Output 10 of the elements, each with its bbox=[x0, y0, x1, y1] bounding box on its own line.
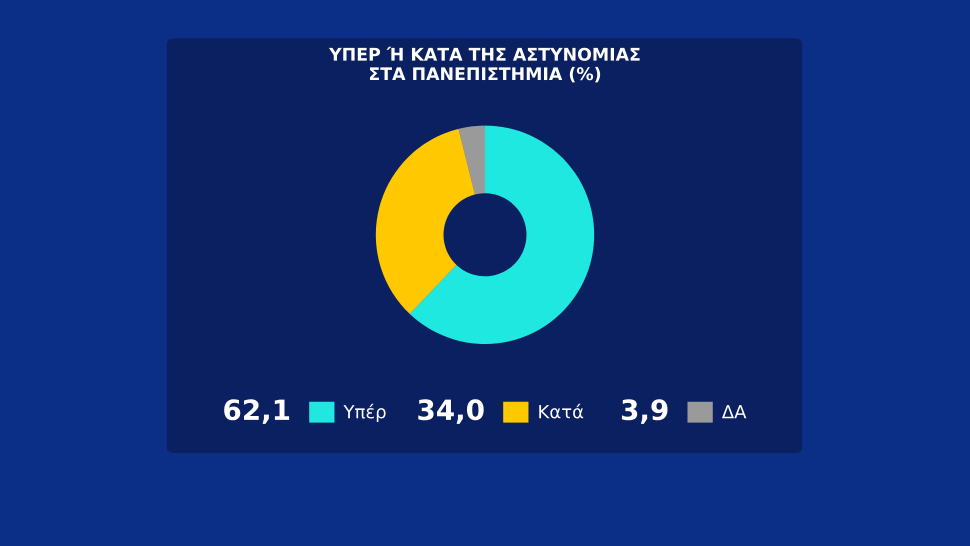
donut-slice bbox=[410, 126, 594, 344]
chart-title: ΥΠΕΡ Ή ΚΑΤΑ ΤΗΣ ΑΣΤΥΝΟΜΙΑΣ ΣΤΑ ΠΑΝΕΠΙΣΤΗΜΙΑ (%) bbox=[328, 46, 640, 82]
legend-label: ΔΑ bbox=[722, 405, 746, 418]
donut-slice bbox=[458, 126, 485, 195]
data-label: 34,0 bbox=[418, 399, 484, 424]
donut-slice bbox=[376, 128, 475, 314]
legend-label: Υπέρ bbox=[343, 404, 386, 422]
data-label: 3,9 bbox=[622, 399, 668, 424]
legend-label: Κατά bbox=[539, 404, 584, 418]
data-label: 62,1 bbox=[224, 399, 290, 424]
